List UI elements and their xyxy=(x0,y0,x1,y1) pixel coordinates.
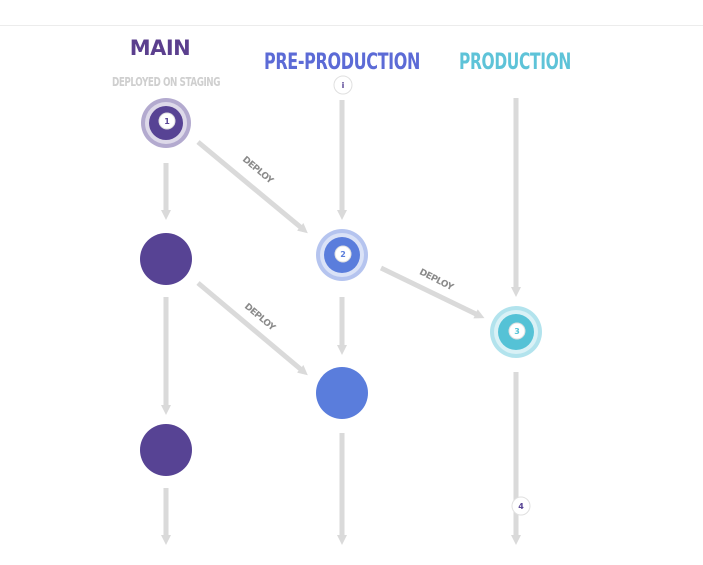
deploy-arrow-main-to-preprod-2 xyxy=(196,281,308,376)
deployed-on-staging-label: DEPLOYED ON STAGING xyxy=(112,75,220,89)
marker-2[interactable]: 2 xyxy=(334,245,352,263)
main-node-2 xyxy=(140,233,192,285)
info-marker[interactable]: i xyxy=(333,75,353,95)
svg-text:3: 3 xyxy=(514,327,520,336)
preprod-node-2 xyxy=(316,367,368,419)
column-title-production: PRODUCTION xyxy=(459,50,571,75)
column-title-preproduction: PRE-PRODUCTION xyxy=(264,50,420,75)
marker-4[interactable]: 4 xyxy=(511,496,531,516)
marker-3[interactable]: 3 xyxy=(508,322,526,340)
deploy-arrow-preprod-to-prod xyxy=(379,265,485,319)
svg-text:2: 2 xyxy=(340,250,346,259)
deploy-label-3: DEPLOY xyxy=(242,302,277,334)
svg-text:1: 1 xyxy=(164,117,170,126)
svg-text:4: 4 xyxy=(518,502,524,511)
top-bar xyxy=(0,0,703,26)
main-node-3 xyxy=(140,424,192,476)
deploy-arrow-main-to-preprod-1 xyxy=(196,140,308,234)
svg-text:i: i xyxy=(342,81,345,90)
column-title-main: MAIN xyxy=(130,36,191,60)
marker-1[interactable]: 1 xyxy=(158,112,176,130)
